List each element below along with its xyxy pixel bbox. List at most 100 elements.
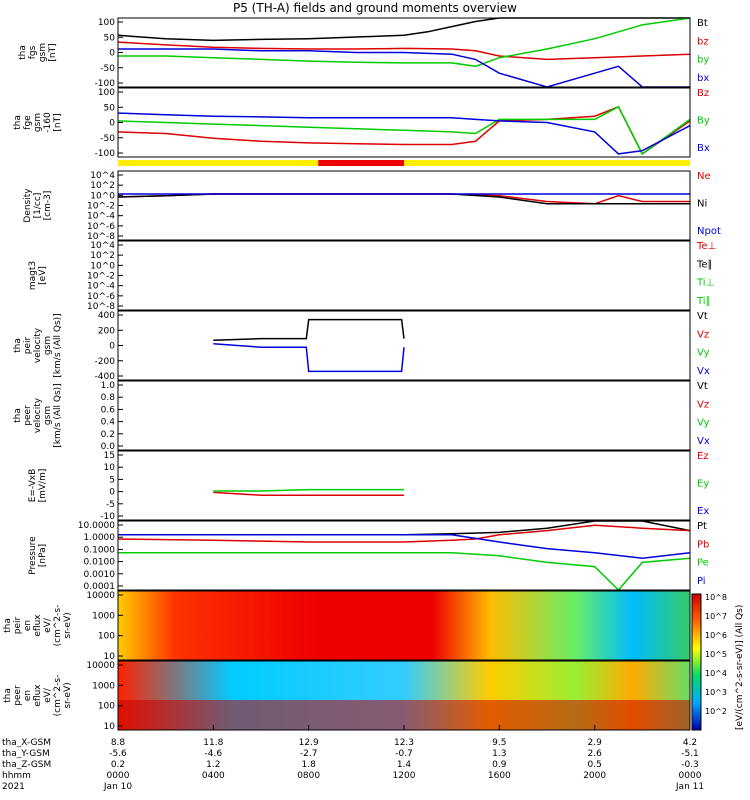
x-tick-label: 12.3 <box>394 738 414 748</box>
y-tick-label: 10^4 <box>90 241 115 251</box>
y-axis-label-line: gsm <box>43 336 53 355</box>
y-axis-label-line: [mV/m] <box>38 469 48 503</box>
y-tick-label: 100 <box>98 702 115 712</box>
y-tick-label: 5 <box>109 475 115 485</box>
y-axis-label-line: fgs <box>28 45 38 59</box>
y-tick-label: 15 <box>104 451 115 461</box>
y-tick-label: 0.0010 <box>84 570 116 580</box>
y-axis-label-line: [eV] <box>38 266 48 285</box>
y-tick-label: 50 <box>104 103 116 113</box>
y-tick-label: 10^0 <box>90 191 115 201</box>
y-axis-label: E=-VxB [mV/m] <box>28 469 48 503</box>
panel-frame <box>117 520 691 591</box>
legend-entry: Vy <box>697 348 710 359</box>
x-tick-label: 1200 <box>393 771 416 781</box>
series-line-By <box>117 105 691 156</box>
colorbar-tick-label: 10^5 <box>705 650 727 659</box>
y-tick-label: 10^2 <box>90 181 115 191</box>
x-tick-label: Jan 10 <box>103 782 132 792</box>
y-axis-label-line: eflux <box>33 614 43 637</box>
y-tick-label: -200 <box>95 357 116 367</box>
chart-title: P5 (TH-A) fields and ground moments over… <box>233 1 517 15</box>
x-tick-label: -0.7 <box>395 749 413 759</box>
y-tick-label: 10000 <box>86 661 115 671</box>
y-tick-label: 0.1000 <box>84 545 116 555</box>
y-tick-label: 0.2 <box>101 430 115 440</box>
y-tick-label: 10^-4 <box>87 212 115 222</box>
y-tick-label: 10^-2 <box>87 202 115 212</box>
y-tick-label: 10^-6 <box>87 292 115 302</box>
legend-entry: Vx <box>697 436 710 447</box>
y-tick-label: 10^2 <box>90 251 115 261</box>
x-row-label: 2021 <box>2 782 25 792</box>
y-axis-label-line: tha <box>3 688 13 703</box>
colorbar-tick-label: 10^2 <box>705 707 727 716</box>
x-tick-label: 2.6 <box>588 749 603 759</box>
y-axis-label-line: eV/ <box>43 617 53 633</box>
y-axis-label: Pressure [nPa] <box>28 536 48 575</box>
x-tick-label: -5.1 <box>681 749 699 759</box>
y-axis-label-line: sr-eV) <box>63 612 73 638</box>
legend-entry: Pt <box>697 521 707 532</box>
y-axis-label-line: en <box>23 690 33 701</box>
y-tick-label: 0.6 <box>101 405 116 415</box>
x-tick-label: 1600 <box>488 771 511 781</box>
series-line-Vt <box>213 318 405 342</box>
panel-frame <box>117 87 691 158</box>
y-axis-label-line: gsm <box>43 406 53 425</box>
x-tick-label: 0000 <box>107 771 130 781</box>
panel-frame <box>117 450 691 521</box>
legend-entry: Vx <box>697 366 710 377</box>
y-tick-label: -100 <box>95 149 116 159</box>
y-tick-label: 10.0000 <box>78 521 115 531</box>
y-axis-label-line: [nPa] <box>38 544 48 567</box>
series-line-Pb <box>117 524 691 543</box>
legend-entry: Ti⊥ <box>696 278 714 289</box>
x-row-label: tha_Y-GSM <box>2 749 50 759</box>
y-axis-label-line: peer <box>13 685 23 706</box>
series-line-Bt <box>117 17 690 42</box>
status-bar-segment <box>118 160 319 166</box>
y-axis-label-line: -160 <box>43 112 53 133</box>
y-axis-label-line: tha <box>13 338 23 353</box>
y-axis-label-line: velocity <box>33 397 43 433</box>
y-axis-label-line: tha <box>18 45 28 60</box>
legend-entry: Bx <box>697 143 710 154</box>
y-axis-label-line: peer <box>23 405 33 426</box>
y-tick-label: 50 <box>104 33 116 43</box>
status-bar-segment <box>404 160 690 166</box>
y-tick-label: 1.0000 <box>84 533 116 543</box>
y-axis-label: magt3 [eV] <box>28 261 48 290</box>
colorbar-tick-label: 10^3 <box>705 688 727 697</box>
x-tick-label: -2.7 <box>300 749 318 759</box>
y-tick-label: 0 <box>109 342 115 352</box>
y-axis-label-line: peir <box>23 336 33 354</box>
x-tick-label: 1.8 <box>302 760 317 770</box>
y-tick-label: 10 <box>104 722 116 732</box>
y-tick-label: 0.4 <box>101 418 116 428</box>
y-tick-label: -50 <box>100 64 115 74</box>
legend-entry: Pi <box>697 576 706 587</box>
y-tick-label: -10 <box>100 512 115 522</box>
x-row-label: tha_Z-GSM <box>2 760 51 770</box>
y-axis-label-line: gsm <box>33 113 43 132</box>
series-line-Pi <box>118 534 691 559</box>
series-line-Ey <box>213 488 404 492</box>
legend-entry: Ey <box>697 479 709 490</box>
y-tick-label: 400 <box>98 311 115 321</box>
y-tick-label: 100 <box>98 88 115 98</box>
colorbar-tick-label: 10^8 <box>705 593 727 602</box>
x-tick-label: 1.3 <box>492 749 506 759</box>
series-line-Bz <box>117 105 691 156</box>
legend-entry: Ne <box>697 171 711 182</box>
y-axis-label-line: sr-eV) <box>63 682 73 708</box>
series-line-Bx <box>117 112 691 155</box>
y-axis-label-line: peir <box>13 616 23 634</box>
y-axis-label: tha peir velocity gsm [km/s (All Qs)] <box>13 313 63 377</box>
status-bar-segment <box>318 160 404 166</box>
legend-entry: by <box>697 55 709 66</box>
legend-entry: Npot <box>697 226 721 237</box>
y-tick-label: 10000 <box>86 591 115 601</box>
x-tick-label: 2.9 <box>588 738 603 748</box>
